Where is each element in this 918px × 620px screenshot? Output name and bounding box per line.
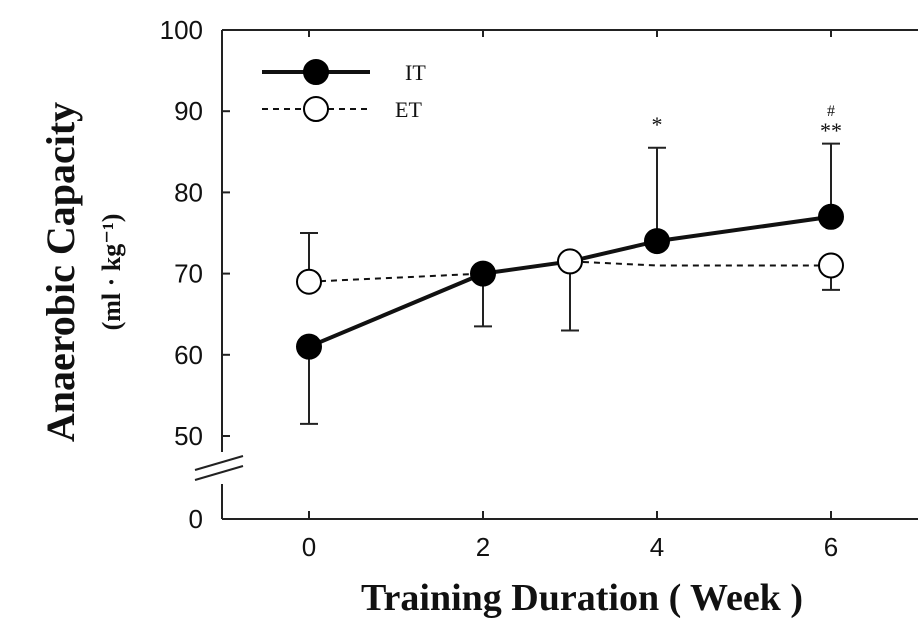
y-axis-unit-label: (ml · kg⁻¹) [97,214,126,331]
x-tick-label: 6 [824,532,838,562]
significance-annotations: * #** [652,103,843,143]
data-point-it [296,333,322,360]
significance-marker: * [652,112,663,137]
data-point-et [818,252,844,279]
legend-marker-et [303,96,329,122]
y-tick-label: 70 [174,259,203,289]
legend: IT ET [262,59,426,122]
series-markers [296,203,844,360]
data-point-it [470,260,496,287]
significance-marker: # [827,103,835,120]
significance-marker: ** [820,118,842,143]
data-point-it [818,203,844,230]
legend-marker-it [303,59,329,85]
y-axis: 0 50 60 70 80 90 100 [160,15,230,534]
axis-break-mark [194,455,244,471]
x-axis: 0 2 4 6 [302,30,838,562]
x-tick-label: 4 [650,532,664,562]
axis-break-mark [194,465,244,481]
legend-label-it: IT [405,60,426,85]
y-tick-label: 50 [174,421,203,451]
x-tick-label: 0 [302,532,316,562]
x-axis-label: Training Duration ( Week ) [361,577,803,619]
y-axis-label: Anaerobic Capacity [38,102,83,442]
data-point-et [557,248,583,275]
y-tick-label: 60 [174,340,203,370]
data-point-et [296,268,322,295]
y-tick-label: 90 [174,96,203,126]
plot-frame [194,29,918,520]
error-bars [300,142,840,425]
series-line-et [308,260,831,283]
y-tick-label: 100 [160,15,203,45]
x-tick-label: 2 [476,532,490,562]
y-tick-label: 80 [174,177,203,207]
legend-label-et: ET [395,97,422,122]
data-point-it [644,228,670,255]
y-tick-label: 0 [189,504,203,534]
